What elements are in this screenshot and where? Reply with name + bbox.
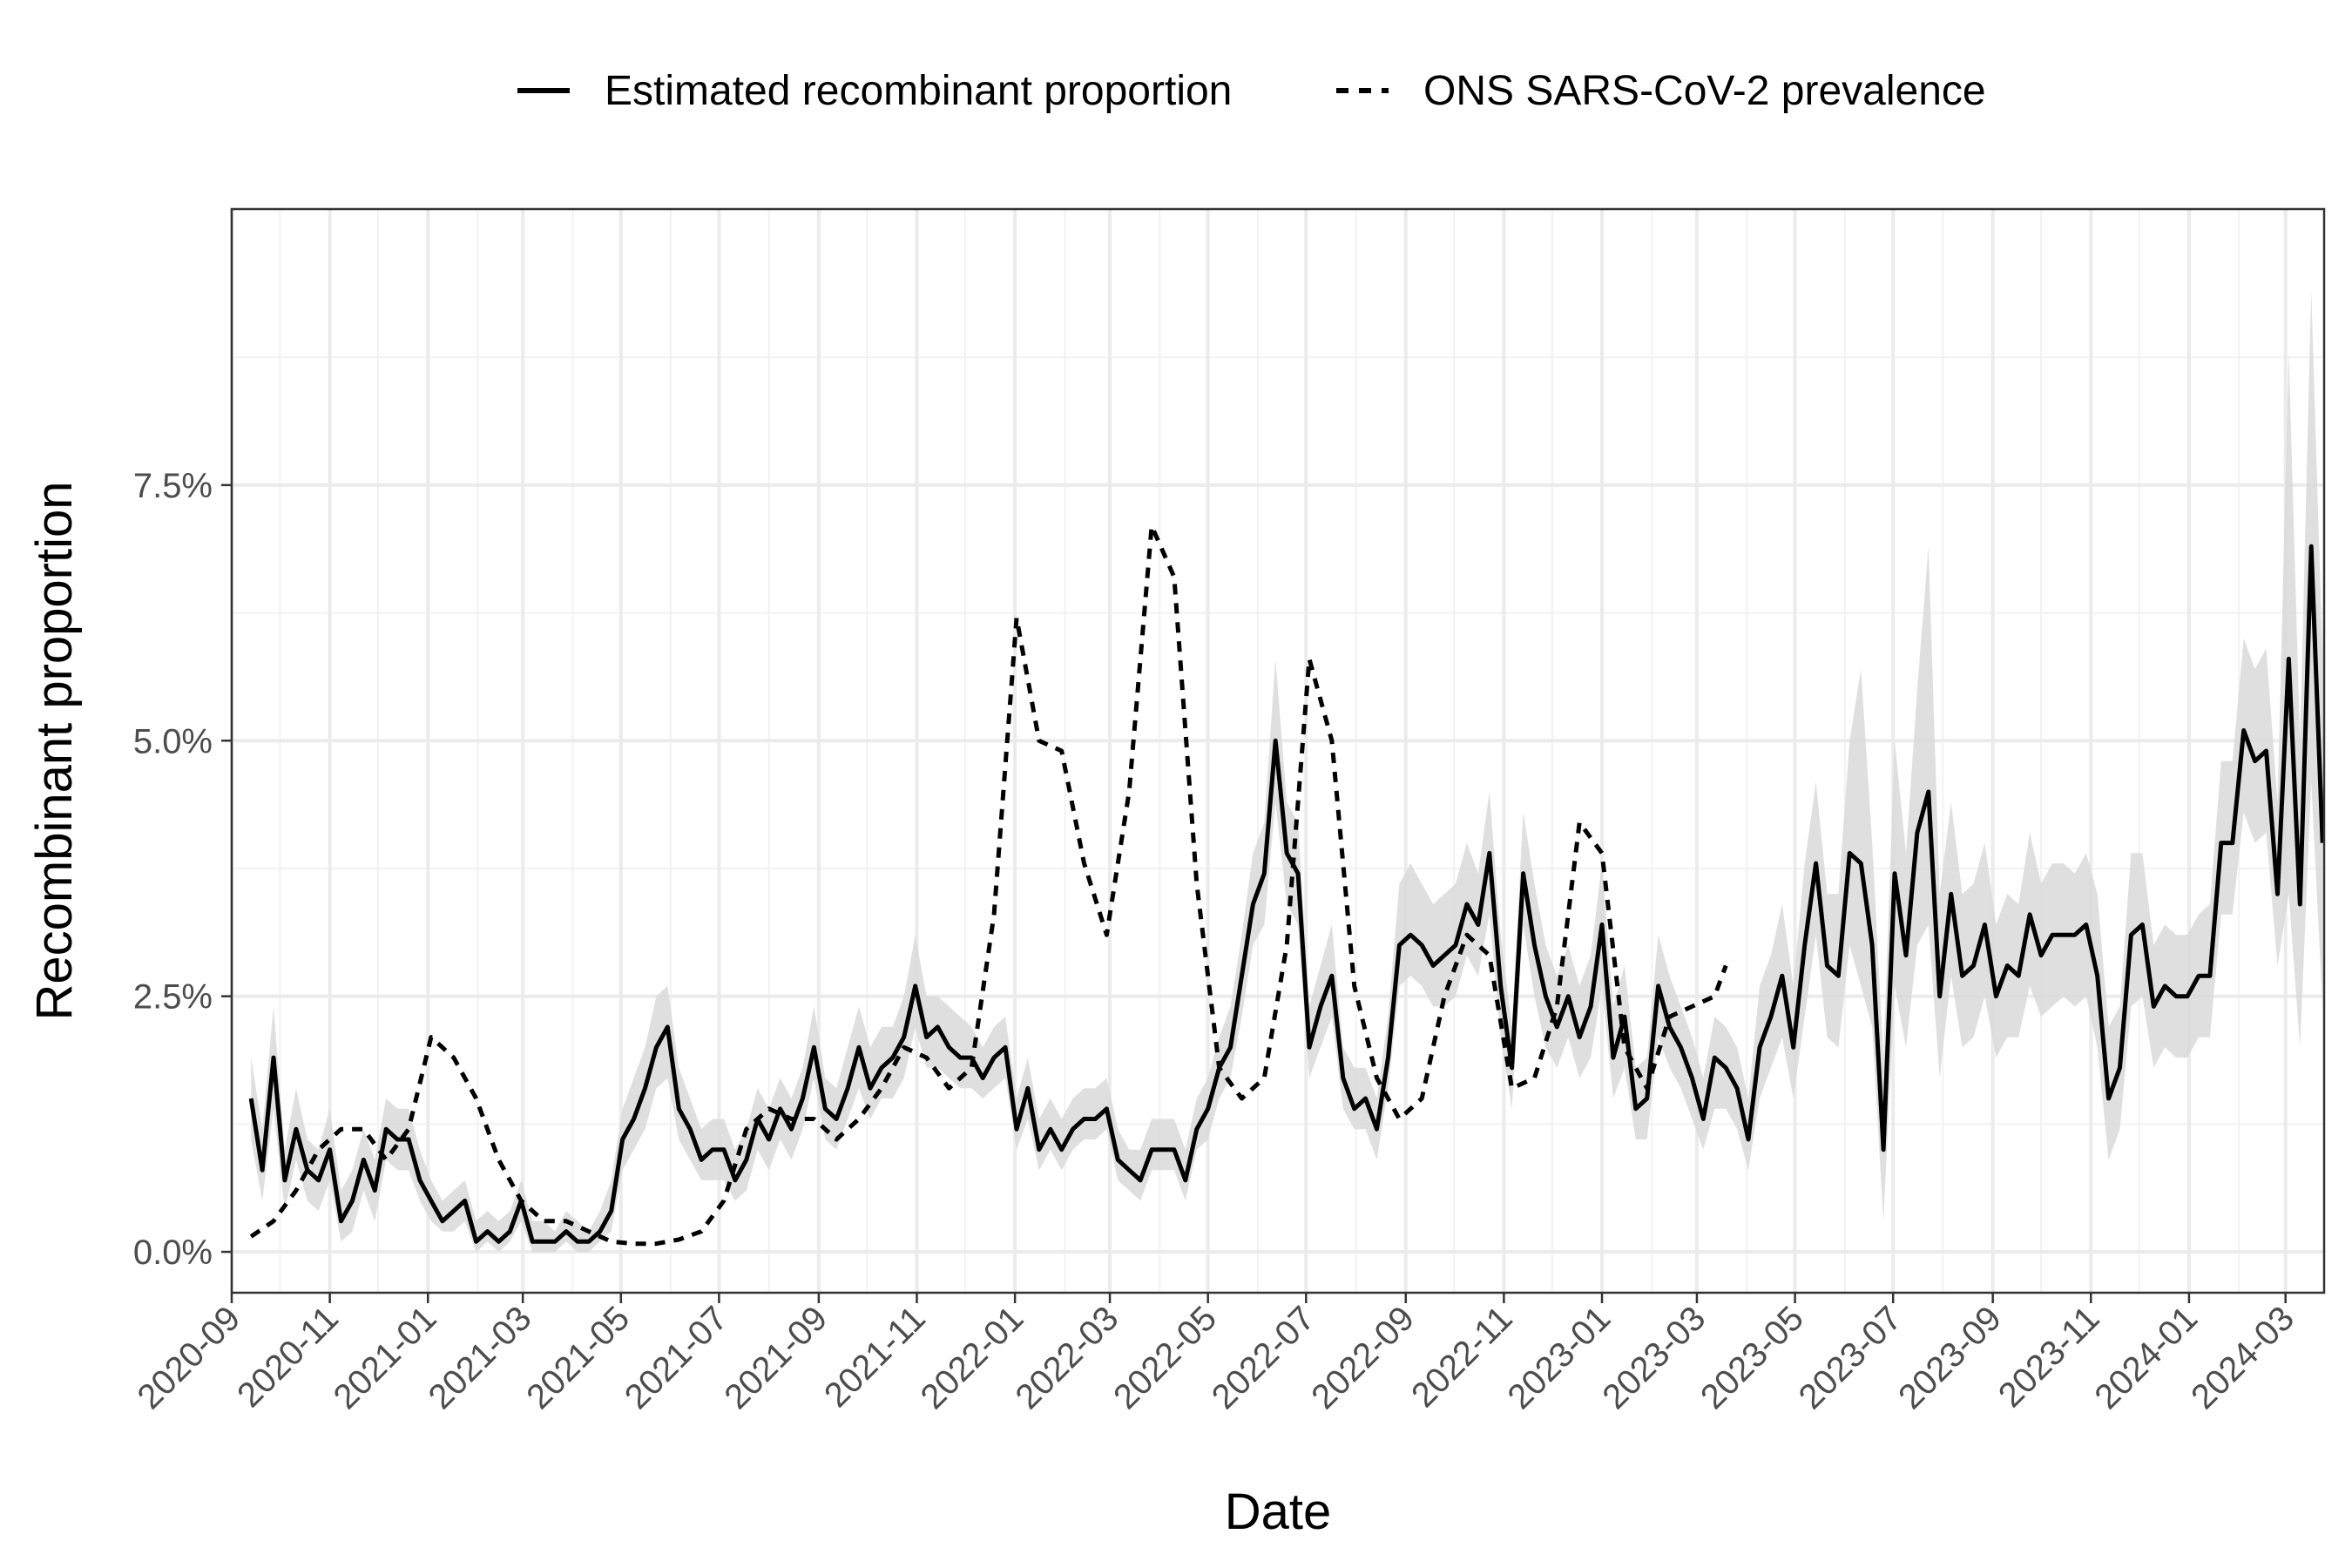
series-line-ons-prevalence: [249, 524, 1728, 1247]
x-axis-title: Date: [1225, 1484, 1332, 1540]
confidence-ribbon: [251, 290, 2323, 1253]
y-tick-label: 5.0%: [133, 722, 213, 760]
legend-label-ons-prevalence: ONS SARS-CoV-2 prevalence: [1423, 68, 1986, 114]
series-line-recombinant-proportion: [248, 544, 2325, 1244]
y-axis-title: Recombinant proportion: [26, 481, 83, 1020]
y-tick-label: 2.5%: [133, 978, 213, 1017]
y-tick-label: 7.5%: [133, 467, 213, 505]
ribbon-layer: [251, 290, 2323, 1253]
legend: Estimated recombinant proportion ONS SAR…: [517, 68, 1986, 114]
legend-label-estimated-recombinant-proportion: Estimated recombinant proportion: [605, 68, 1232, 114]
y-tick-label: 0.0%: [133, 1233, 213, 1272]
panel-border: [230, 207, 2326, 1294]
line-layer: [248, 524, 2325, 1247]
